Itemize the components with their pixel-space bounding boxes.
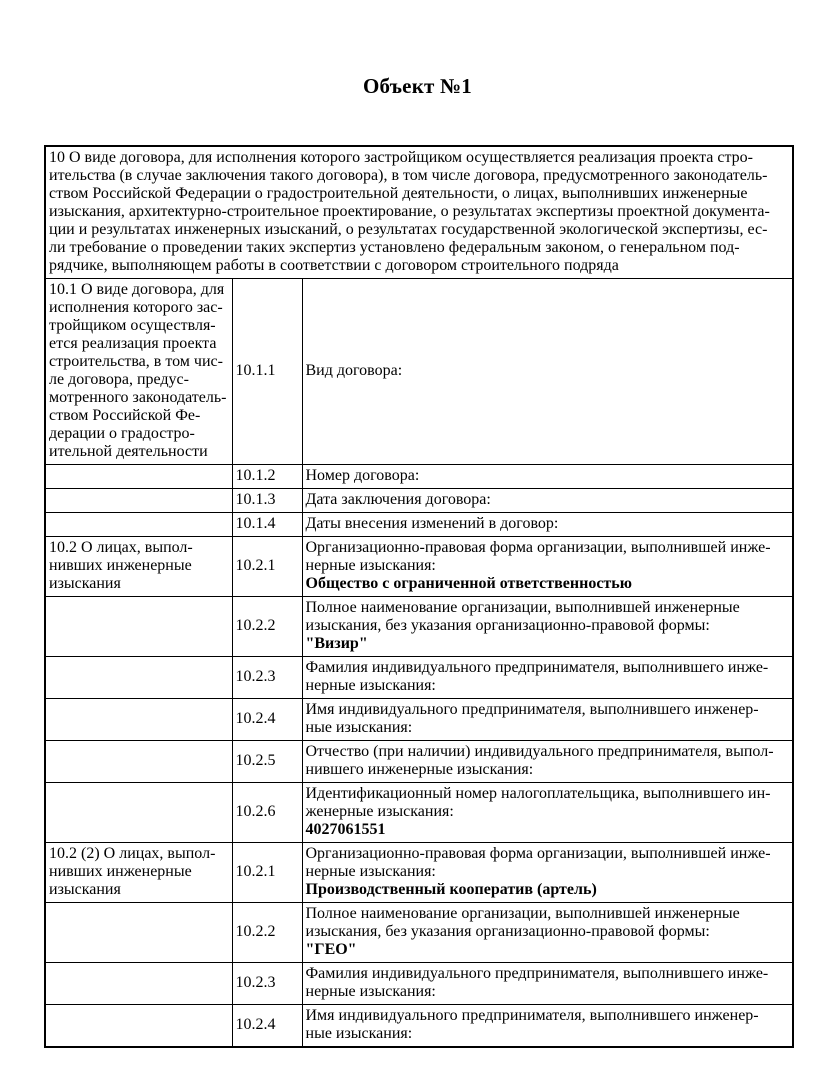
field-label: Полное наименование организации, выполни… [305, 599, 740, 634]
row-section-cell [44, 512, 233, 537]
field-label: Идентификационный номер налогоплательщик… [305, 785, 771, 820]
row-section-cell [44, 698, 233, 741]
row-content-cell: Имя индивидуального предпринимателя, вып… [301, 698, 794, 741]
row-section-cell: 10.1 О виде договора, для исполнения кот… [44, 278, 233, 465]
row-section-cell [44, 596, 233, 657]
field-label: Даты внесения изменений в договор: [305, 515, 559, 532]
table-row: 10.1.4 Даты внесения изменений в договор: [44, 512, 794, 537]
row-content-cell: Фамилия индивидуального предпринимателя,… [301, 656, 794, 699]
row-content-cell: Вид договора: [301, 278, 794, 465]
table-row: 10.2.4 Имя индивидуального предпринимател… [44, 1004, 794, 1048]
field-label: Номер договора: [305, 467, 420, 484]
row-code-cell: 10.1.3 [231, 488, 303, 513]
row-section-cell [44, 1004, 233, 1048]
row-code-cell: 10.2.3 [231, 962, 303, 1005]
row-section-cell [44, 740, 233, 783]
field-label: Дата заключения договора: [305, 491, 491, 508]
row-code-cell: 10.2.1 [231, 536, 303, 597]
row-code-cell: 10.2.1 [231, 842, 303, 903]
field-label: Полное наименование организации, выполни… [305, 905, 740, 940]
row-code-cell: 10.1.4 [231, 512, 303, 537]
row-code-cell: 10.1.1 [231, 278, 303, 465]
field-label: Вид договора: [305, 362, 403, 379]
row-section-cell [44, 464, 233, 489]
field-label: Фамилия индивидуального предпринимателя,… [305, 965, 769, 1000]
table-row: 10.2 (2) О лицах, выпол- нивших инженерн… [44, 842, 794, 903]
declaration-table: 10 О виде договора, для исполнения котор… [44, 145, 794, 1048]
table-row: 10.2.2 Полное наименование организации, в… [44, 902, 794, 963]
field-label: Имя индивидуального предпринимателя, вып… [305, 701, 759, 736]
row-code-cell: 10.2.6 [231, 782, 303, 843]
table-row: 10.2.3 Фамилия индивидуального предприним… [44, 656, 794, 699]
row-code-cell: 10.2.2 [231, 902, 303, 963]
field-label: Фамилия индивидуального предпринимателя,… [305, 659, 769, 694]
row-section-cell: 10.2 (2) О лицах, выпол- нивших инженерн… [44, 842, 233, 903]
row-content-cell: Номер договора: [301, 464, 794, 489]
row-section-cell [44, 656, 233, 699]
table-row: 10.2.4 Имя индивидуального предпринимател… [44, 698, 794, 741]
field-label: Имя индивидуального предпринимателя, вып… [305, 1007, 759, 1042]
row-code-cell: 10.2.4 [231, 1004, 303, 1048]
row-content-cell: Организационно-правовая форма организаци… [301, 536, 794, 597]
table-row: 10.1 О виде договора, для исполнения кот… [44, 278, 794, 465]
row-section-cell: 10.2 О лицах, выпол- нивших инженерные и… [44, 536, 233, 597]
field-label: Организационно-правовая форма организаци… [305, 845, 771, 880]
row-code-cell: 10.2.4 [231, 698, 303, 741]
row-content-cell: Полное наименование организации, выполни… [301, 596, 794, 657]
row-content-cell: Фамилия индивидуального предпринимателя,… [301, 962, 794, 1005]
field-value: Производственный кооператив (артель) [305, 881, 597, 898]
row-content-cell: Дата заключения договора: [301, 488, 794, 513]
field-label: Отчество (при наличии) индивидуального п… [305, 743, 774, 778]
field-value: "ГЕО" [305, 941, 357, 958]
table-row: 10.2.3 Фамилия индивидуального предприним… [44, 962, 794, 1005]
table-row: 10.2.5 Отчество (при наличии) индивидуаль… [44, 740, 794, 783]
row-section-cell [44, 962, 233, 1005]
row-content-cell: Даты внесения изменений в договор: [301, 512, 794, 537]
row-content-cell: Отчество (при наличии) индивидуального п… [301, 740, 794, 783]
field-value: Общество с ограниченной ответственностью [305, 575, 632, 592]
row-section-cell [44, 488, 233, 513]
field-value: 4027061551 [305, 821, 386, 838]
table-row: 10.2 О лицах, выпол- нивших инженерные и… [44, 536, 794, 597]
row-code-cell: 10.1.2 [231, 464, 303, 489]
row-content-cell: Организационно-правовая форма организаци… [301, 842, 794, 903]
row-code-cell: 10.2.5 [231, 740, 303, 783]
table-row: 10.2.2 Полное наименование организации, в… [44, 596, 794, 657]
field-label: Организационно-правовая форма организаци… [305, 539, 771, 574]
row-content-cell: Имя индивидуального предпринимателя, вып… [301, 1004, 794, 1048]
field-value: "Визир" [305, 635, 368, 652]
table-row: 10.2.6 Идентификационный номер налогоплат… [44, 782, 794, 843]
row-section-cell [44, 902, 233, 963]
row-code-cell: 10.2.3 [231, 656, 303, 699]
row-content-cell: Идентификационный номер налогоплательщик… [301, 782, 794, 843]
table-row: 10.1.2 Номер договора: [44, 464, 794, 489]
section-header-row: 10 О виде договора, для исполнения котор… [44, 145, 794, 279]
page-title: Объект №1 [363, 74, 472, 98]
row-code-cell: 10.2.2 [231, 596, 303, 657]
table-row: 10.1.3 Дата заключения договора: [44, 488, 794, 513]
row-section-cell [44, 782, 233, 843]
section-header-cell: 10 О виде договора, для исполнения котор… [44, 145, 794, 279]
row-content-cell: Полное наименование организации, выполни… [301, 902, 794, 963]
